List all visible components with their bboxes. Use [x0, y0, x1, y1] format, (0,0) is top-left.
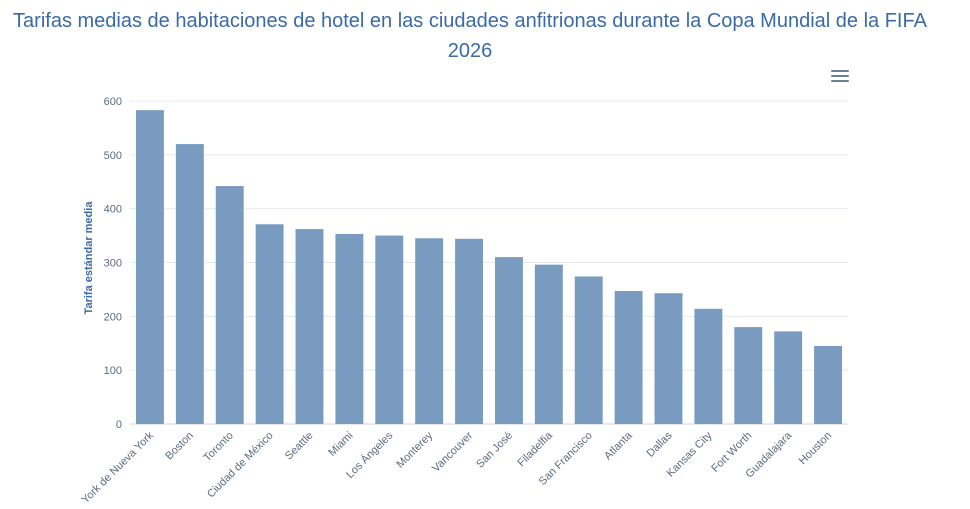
x-tick-label: Seattle	[283, 430, 316, 463]
bar[interactable]	[774, 331, 803, 424]
bar[interactable]	[335, 233, 364, 424]
x-tick-label: Monterey	[394, 429, 435, 470]
bar[interactable]	[814, 345, 843, 424]
y-tick-label: 100	[104, 365, 122, 377]
y-axis-ticks: 0 100 200 300 400 500 600	[104, 96, 122, 431]
x-tick-label: Miami	[326, 430, 355, 459]
y-tick-label: 300	[104, 258, 122, 270]
y-tick-label: 400	[104, 204, 122, 216]
bar[interactable]	[654, 293, 683, 424]
x-tick-label: Toronto	[201, 430, 235, 464]
y-tick-label: 600	[104, 96, 122, 108]
chart-title: Tarifas medias de habitaciones de hotel …	[13, 10, 927, 62]
y-axis-label: Tarifa estándar media	[83, 201, 95, 315]
bar[interactable]	[494, 257, 523, 424]
bar[interactable]	[175, 144, 204, 425]
gridlines	[130, 100, 848, 425]
menu-icon[interactable]	[831, 70, 849, 84]
x-tick-label: Houston	[797, 430, 834, 467]
x-tick-label: Filadelfia	[515, 429, 555, 469]
bar[interactable]	[734, 327, 763, 424]
x-tick-label: Boston	[163, 430, 196, 463]
bar[interactable]	[455, 238, 484, 424]
x-tick-label: San José	[474, 430, 515, 471]
x-tick-label: York de Nueva York	[80, 429, 157, 506]
bar[interactable]	[574, 276, 603, 424]
bar[interactable]	[135, 110, 164, 424]
bar[interactable]	[694, 308, 723, 424]
bar[interactable]	[415, 238, 444, 424]
bar[interactable]	[534, 264, 563, 424]
bars	[135, 110, 843, 425]
y-tick-label: 500	[104, 150, 122, 162]
y-tick-label: 200	[104, 311, 122, 323]
bar[interactable]	[255, 224, 284, 424]
y-tick-label: 0	[116, 419, 122, 431]
bar[interactable]	[215, 186, 244, 424]
x-tick-label: Vancouver	[430, 429, 475, 474]
x-tick-label: Dallas	[645, 429, 675, 459]
bar[interactable]	[375, 235, 404, 424]
x-tick-label: Atlanta	[602, 429, 635, 462]
bar[interactable]	[614, 291, 643, 424]
bar[interactable]	[295, 229, 324, 424]
